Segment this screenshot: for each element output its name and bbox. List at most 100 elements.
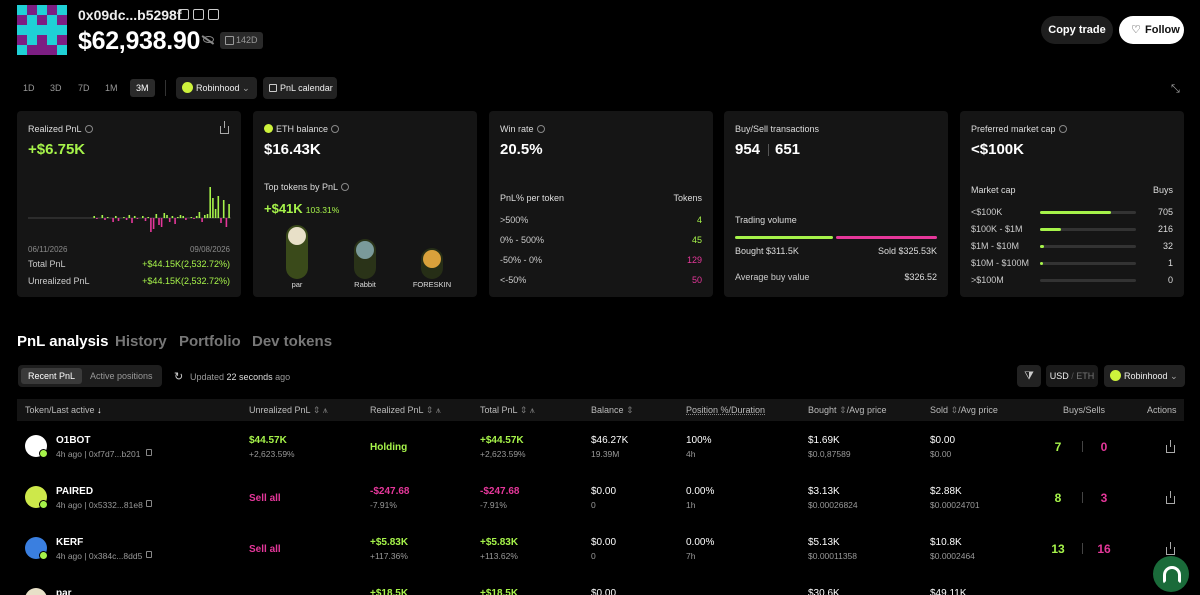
total-pnl-pct: -7.91% <box>480 500 507 510</box>
sell-count: 16 <box>1097 542 1111 556</box>
buys-col-label: Buys <box>1152 185 1173 195</box>
tab-history[interactable]: History <box>115 333 167 350</box>
copy-trade-button[interactable]: Copy trade <box>1041 16 1113 44</box>
filter-1m[interactable]: 1M <box>105 83 118 93</box>
balance-amount: 19.39M <box>591 449 620 459</box>
copy-icon[interactable] <box>146 500 152 507</box>
filter-1d[interactable]: 1D <box>23 83 35 93</box>
share-icon[interactable] <box>220 121 229 134</box>
pnl-bar <box>217 196 220 218</box>
market-cap-card: Preferred market cap <$100K Market cap B… <box>960 111 1184 297</box>
copy-icon[interactable] <box>193 9 204 20</box>
header-token[interactable]: Token/Last active ↓ <box>25 405 102 415</box>
table-row[interactable] <box>17 425 1184 471</box>
win-rate-card: Win rate 20.5% PnL% per token Tokens >50… <box>489 111 713 297</box>
pnl-bar <box>193 218 195 219</box>
share-icon[interactable] <box>1166 542 1175 555</box>
token-name[interactable]: PAIRED <box>56 486 94 497</box>
realized-pnl: Holding <box>370 442 408 453</box>
header-realized[interactable]: Realized PnL ⇕ ⩚ <box>370 405 441 415</box>
platform-select[interactable]: Robinhood ⌄ <box>176 77 257 99</box>
share-icon[interactable] <box>1166 491 1175 504</box>
info-icon[interactable] <box>331 124 340 133</box>
pnl-bar <box>168 218 171 222</box>
recent-pnl-tab[interactable]: Recent PnL <box>21 368 83 384</box>
external-link-icon[interactable] <box>208 9 219 20</box>
header-total[interactable]: Total PnL ⇕ ⩚ <box>480 405 535 415</box>
sell-count: 3 <box>1100 491 1108 505</box>
pnl-bar <box>155 214 158 218</box>
info-icon[interactable] <box>84 124 93 133</box>
realized-pnl: -$247.68 <box>370 486 410 497</box>
header-balance[interactable]: Balance ⇕ <box>591 405 634 415</box>
token-name[interactable]: par <box>56 588 72 595</box>
token-name[interactable]: O1BOT <box>56 435 91 446</box>
follow-button[interactable]: Follow <box>1119 16 1184 44</box>
sell-all-button[interactable]: Sell all <box>249 544 281 555</box>
top-tokens-title: Top tokens by PnL <box>264 182 339 192</box>
pnl-bar <box>228 204 230 218</box>
platform-select-table[interactable]: Robinhood ⌄ <box>1104 365 1185 387</box>
pnl-bar <box>96 218 98 219</box>
usd-option[interactable]: USD <box>1049 371 1069 381</box>
pnl-bar <box>225 218 228 227</box>
pnl-bar <box>131 218 133 223</box>
total-pnl-pct: +2,623.59% <box>480 449 526 459</box>
filter-3d[interactable]: 3D <box>50 83 62 93</box>
share-icon[interactable] <box>1166 440 1175 453</box>
token-last-active: 4h ago | 0xf7d7...b201 <box>56 449 141 459</box>
token-last-active: 4h ago | 0x384c...8dd5 <box>56 551 143 561</box>
refresh-icon[interactable]: ↻ <box>174 371 184 383</box>
copy-icon[interactable] <box>146 551 152 558</box>
header-unrealized[interactable]: Unrealized PnL ⇕ ⩚ <box>249 405 328 415</box>
token-name[interactable]: KERF <box>56 537 84 548</box>
info-icon[interactable] <box>341 182 350 191</box>
collapse-icon[interactable]: ⤡ <box>1171 83 1180 95</box>
token-avatar-rabbit <box>356 241 374 259</box>
pnl-bar <box>158 218 160 225</box>
hide-balance-icon[interactable] <box>203 36 214 43</box>
market-cap-bar <box>1040 245 1136 248</box>
eth-balance-value: $16.43K <box>264 141 321 158</box>
filter-reset-icon[interactable]: ⧩ <box>1017 365 1041 387</box>
header-position[interactable]: Position %/Duration <box>686 405 766 415</box>
tab-portfolio[interactable]: Portfolio <box>179 333 241 350</box>
market-cap-row-value: 0 <box>1167 275 1173 285</box>
sold-avg-price: $0.00 <box>930 449 952 459</box>
support-chat-button[interactable] <box>1153 556 1189 592</box>
market-cap-row-label: <$100K <box>971 207 1003 217</box>
filter-3m[interactable]: 3M <box>130 79 155 97</box>
realized-pnl-value: +$6.75K <box>28 141 86 158</box>
header-bought[interactable]: Bought ⇕/Avg price <box>808 405 887 415</box>
market-cap-row-value: 32 <box>1162 241 1173 251</box>
table-row[interactable] <box>17 476 1184 522</box>
wallet-balance: $62,938.90 <box>78 27 201 55</box>
filter-7d[interactable]: 7D <box>78 83 90 93</box>
pnl-bar <box>209 187 211 218</box>
eth-option[interactable]: ETH <box>1076 371 1095 381</box>
win-rate-row-value: 45 <box>691 235 702 245</box>
market-cap-row-label: >$100M <box>971 275 1004 285</box>
pnl-calendar-button[interactable]: PnL calendar <box>263 77 337 99</box>
header-sold[interactable]: Sold ⇕/Avg price <box>930 405 998 415</box>
total-pnl-pct: +113.62% <box>480 551 518 561</box>
tab-pnl-analysis[interactable]: PnL analysis <box>17 333 109 350</box>
sold-value: $10.8K <box>930 537 962 548</box>
pnl-bar <box>201 218 203 222</box>
pnl-bar <box>101 215 104 218</box>
pnl-bar <box>171 216 174 218</box>
pnl-bar <box>166 215 168 218</box>
copy-icon[interactable] <box>146 449 152 456</box>
table-row[interactable] <box>17 527 1184 573</box>
edit-icon[interactable] <box>178 9 189 20</box>
active-positions-tab[interactable]: Active positions <box>90 371 153 381</box>
win-rate-row-label: <-50% <box>500 275 527 285</box>
robinhood-icon <box>1110 370 1121 382</box>
info-icon[interactable] <box>1058 124 1067 133</box>
position-pct: 100% <box>686 435 712 446</box>
sell-all-button[interactable]: Sell all <box>249 493 281 504</box>
tab-dev-tokens[interactable]: Dev tokens <box>252 333 333 350</box>
currency-toggle[interactable]: USD / ETH <box>1046 365 1098 387</box>
info-icon[interactable] <box>536 124 545 133</box>
sold-value: $2.88K <box>930 486 962 497</box>
